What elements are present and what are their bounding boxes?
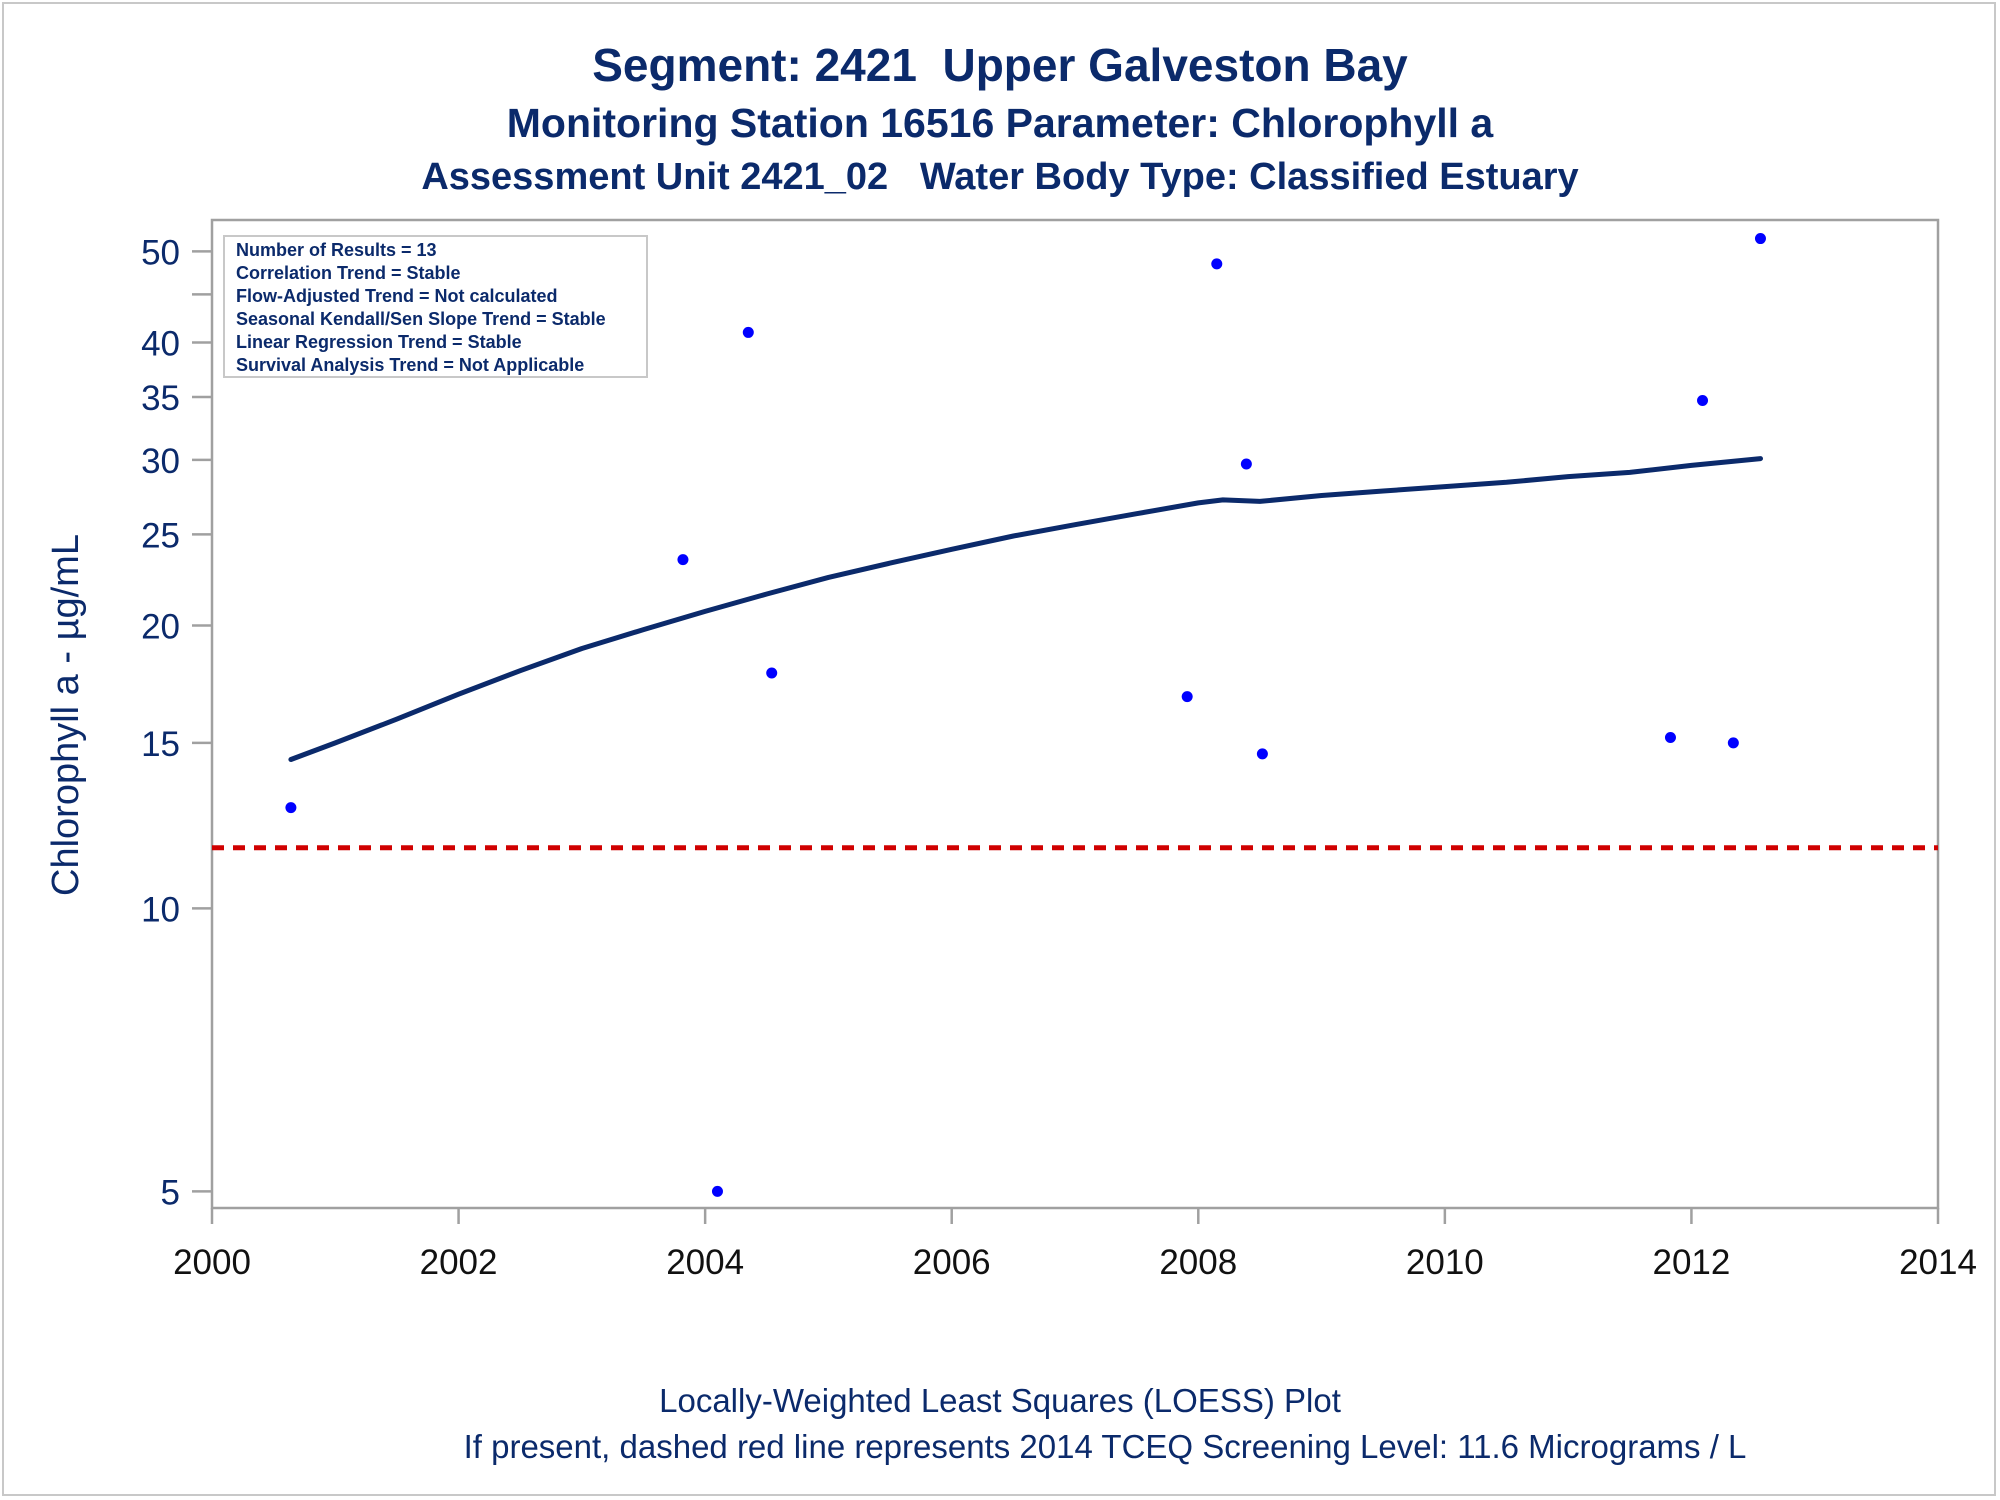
y-tick-label: 35 (141, 379, 180, 418)
y-axis-label: Chlorophyll a - µg/mL (45, 534, 87, 896)
data-point (1727, 737, 1739, 749)
loess-layer (288, 456, 1763, 762)
legend-border (223, 235, 648, 378)
y-axis: 5 10 15 20 25 30 35 40 50 (141, 233, 212, 1212)
data-point (766, 667, 778, 679)
data-point (1664, 731, 1676, 743)
plot-border (210, 218, 1940, 1210)
y-tick-label: 25 (141, 516, 180, 555)
data-point (1181, 691, 1193, 703)
data-point (285, 802, 297, 814)
plot-area (210, 218, 1940, 1210)
data-point (1256, 748, 1268, 760)
chart-subtitle: Monitoring Station 16516 Parameter: Chlo… (506, 100, 1494, 146)
footnote-plot-type: Locally-Weighted Least Squares (LOESS) P… (659, 1382, 1341, 1419)
x-tick-label: 2006 (913, 1243, 991, 1282)
data-point (711, 1185, 723, 1197)
y-tick-label: 30 (141, 442, 180, 481)
x-tick-label: 2010 (1406, 1243, 1484, 1282)
data-point (742, 326, 754, 338)
y-tick-label: 15 (141, 725, 180, 764)
chart-title: Segment: 2421 Upper Galveston Bay (592, 39, 1408, 91)
y-tick-label: 40 (141, 325, 180, 364)
trend-legend-box: Number of Results = 13 Correlation Trend … (223, 235, 648, 378)
data-point (1697, 395, 1709, 407)
y-tick-label: 50 (141, 233, 180, 272)
data-point (677, 554, 689, 566)
legend-line: Flow-Adjusted Trend = Not calculated (236, 286, 558, 306)
y-tick-label: 20 (141, 607, 180, 646)
points-layer (285, 233, 1766, 1197)
legend-line: Number of Results = 13 (236, 240, 437, 260)
x-tick-label: 2012 (1652, 1243, 1730, 1282)
x-tick-label: 2008 (1159, 1243, 1237, 1282)
data-point (1240, 458, 1252, 470)
legend-line: Correlation Trend = Stable (236, 263, 461, 283)
x-tick-label: 2002 (420, 1243, 498, 1282)
y-tick-label: 10 (141, 890, 180, 929)
legend-line: Survival Analysis Trend = Not Applicable (236, 355, 584, 375)
chart-subtitle-2: Assessment Unit 2421_02 Water Body Type:… (421, 156, 1579, 198)
x-axis: 2000 2002 2004 2006 2008 2010 2012 2014 (173, 1208, 1977, 1282)
loess-curve (288, 456, 1763, 762)
data-point (1211, 258, 1223, 270)
data-point (1754, 233, 1766, 245)
x-tick-label: 2014 (1899, 1243, 1977, 1282)
y-tick-label: 5 (161, 1173, 180, 1212)
footnote-screening-level: If present, dashed red line represents 2… (463, 1428, 1747, 1465)
legend-line: Linear Regression Trend = Stable (236, 332, 522, 352)
x-tick-label: 2004 (666, 1243, 744, 1282)
x-tick-label: 2000 (173, 1243, 251, 1282)
legend-line: Seasonal Kendall/Sen Slope Trend = Stabl… (236, 309, 606, 329)
